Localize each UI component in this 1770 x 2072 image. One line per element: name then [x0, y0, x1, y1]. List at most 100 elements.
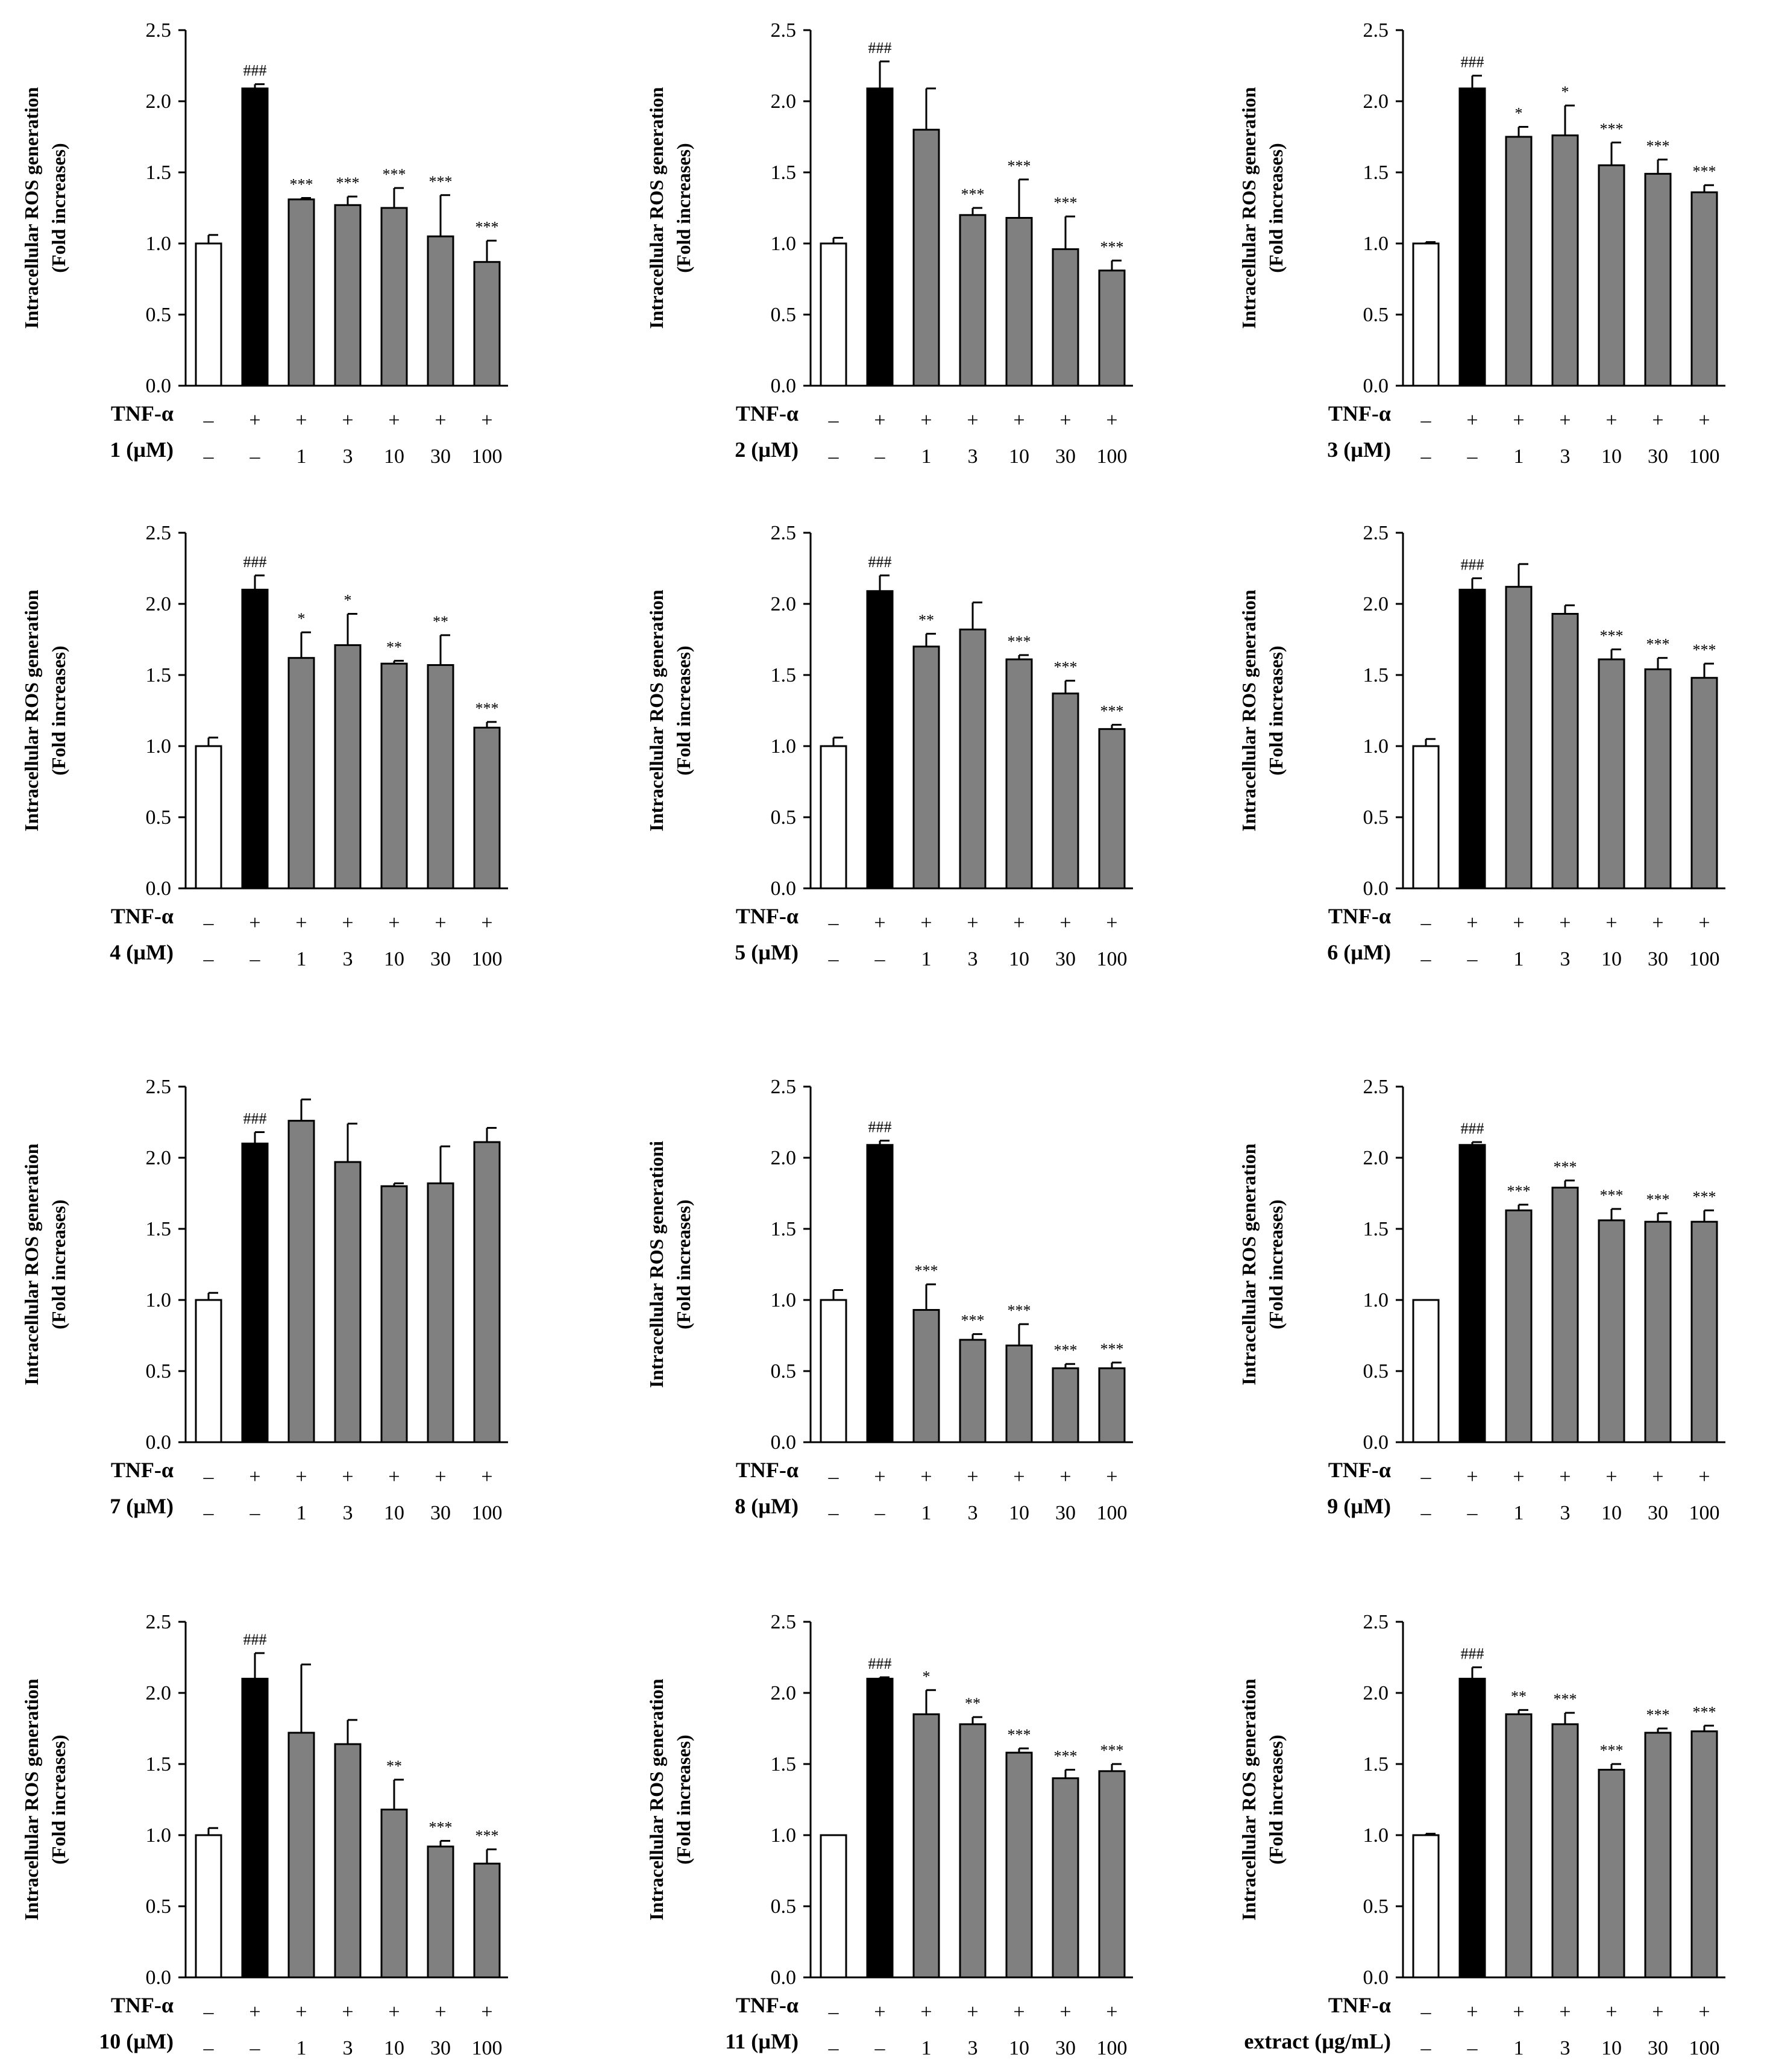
tnf-condition: +: [1106, 912, 1117, 934]
significance-label: ***: [1100, 238, 1124, 256]
y-tick-label: 1.0: [1363, 1289, 1389, 1311]
tnf-condition: +: [481, 912, 492, 934]
tnf-condition: +: [874, 409, 885, 432]
y-tick-label: 1.5: [771, 1753, 797, 1775]
y-tick-label: 1.0: [1363, 1824, 1389, 1847]
bar: [1690, 1730, 1718, 1979]
bar: [1690, 1220, 1718, 1443]
significance-label: ***: [1600, 120, 1624, 137]
y-tick-label: 2.0: [146, 90, 172, 113]
tnf-condition: +: [342, 912, 353, 934]
y-tick-label: 0.5: [1363, 1895, 1389, 1918]
significance-label: **: [433, 613, 448, 630]
bar: [1598, 658, 1625, 890]
y-tick-label: 1.5: [771, 162, 797, 184]
y-tick-label: 1.0: [1363, 735, 1389, 758]
y-tick-label: 0.5: [771, 1895, 797, 1918]
significance-label: ###: [868, 39, 892, 57]
dose-row-label: 8 (µM): [735, 1494, 799, 1518]
bar: [959, 214, 987, 387]
chart-panel-11: 0.0 0.5 1.0 1.5 2.0 2.5 Intracellular ROS gene…: [645, 1611, 1133, 2059]
dose-condition: 100: [1097, 2037, 1128, 2059]
y-tick-label: 2.0: [771, 1682, 797, 1704]
y-axis-label: Intracellular ROS generation: [645, 87, 667, 328]
y-tick-label: 2.0: [146, 1682, 172, 1704]
y-tick-label: 1.5: [146, 1218, 172, 1240]
bar: [380, 662, 408, 890]
chart-panel-1: 0.0 0.5 1.0 1.5 2.0 2.5 Intracellular ROS gene…: [20, 19, 508, 468]
significance-label: ***: [961, 1312, 985, 1330]
dose-condition: 10: [1009, 948, 1029, 970]
significance-label: ***: [429, 1818, 453, 1836]
bar: [820, 1299, 847, 1443]
tnf-condition: +: [920, 2001, 932, 2023]
bar: [195, 1834, 222, 1979]
dose-condition: 3: [968, 948, 978, 970]
tnf-condition: +: [967, 2001, 978, 2023]
y-tick-label: 0.0: [146, 877, 172, 900]
tnf-condition: –: [828, 1466, 839, 1488]
bar: [866, 1677, 894, 1979]
tnf-condition: +: [874, 2001, 885, 2023]
dose-condition: 100: [472, 2037, 503, 2059]
y-tick-label: 0.5: [1363, 1360, 1389, 1383]
dose-condition: –: [249, 2037, 261, 2059]
y-tick-label: 2.5: [1363, 1076, 1389, 1098]
significance-label: ***: [475, 700, 499, 717]
dose-row-label: 2 (µM): [735, 438, 799, 462]
dose-condition: 3: [343, 445, 353, 468]
y-tick-label: 0.0: [1363, 375, 1389, 397]
y-tick-label: 1.0: [771, 233, 797, 255]
tnf-condition: +: [249, 1466, 260, 1488]
dose-row-label: 4 (µM): [110, 940, 174, 964]
y-tick-label: 0.0: [771, 877, 797, 900]
y-tick-label: 1.5: [146, 162, 172, 184]
significance-label: ###: [1461, 1645, 1484, 1663]
bar: [1644, 1220, 1672, 1443]
y-tick-label: 1.0: [771, 735, 797, 758]
y-tick-label: 1.5: [146, 664, 172, 686]
bar: [1644, 668, 1672, 890]
dose-condition: –: [828, 2037, 839, 2059]
bar: [473, 726, 501, 890]
y-axis-sublabel: (Fold increases): [673, 1199, 694, 1329]
dose-condition: 10: [384, 1502, 404, 1524]
bar: [334, 644, 362, 890]
tnf-condition: +: [481, 409, 492, 432]
bar: [241, 1142, 269, 1443]
dose-row-label: 3 (µM): [1327, 438, 1391, 462]
significance-label: ***: [1054, 194, 1078, 212]
dose-condition: 30: [1648, 1502, 1668, 1524]
dose-condition: 3: [1560, 948, 1571, 970]
tnf-condition: +: [435, 1466, 446, 1488]
significance-label: ###: [243, 62, 267, 80]
tnf-condition: +: [249, 409, 260, 432]
dose-condition: 30: [1055, 445, 1076, 468]
y-axis-sublabel: (Fold increases): [1265, 143, 1287, 272]
significance-label: ***: [1646, 636, 1670, 653]
y-tick-label: 0.0: [1363, 877, 1389, 900]
significance-label: ###: [243, 1631, 267, 1648]
bar: [473, 1862, 501, 1979]
significance-label: ***: [1554, 1158, 1577, 1176]
tnf-condition: +: [435, 409, 446, 432]
bar: [241, 1677, 269, 1979]
y-axis-label: Intracellular ROS generation: [645, 1678, 667, 1920]
dose-condition: 100: [1689, 445, 1720, 468]
dose-condition: 10: [1601, 2037, 1622, 2059]
bar: [959, 1723, 987, 1979]
dose-condition: 3: [1560, 1502, 1571, 1524]
y-axis-sublabel: (Fold increases): [673, 1735, 694, 1864]
significance-label: *: [923, 1668, 931, 1685]
bar: [1005, 1751, 1033, 1979]
y-tick-label: 0.0: [771, 1967, 797, 1989]
tnf-condition: +: [1698, 1466, 1710, 1488]
tnf-condition: +: [1013, 1466, 1025, 1488]
dose-condition: –: [203, 948, 215, 970]
tnf-row-label: TNF-α: [111, 401, 174, 425]
tnf-condition: +: [481, 1466, 492, 1488]
bar: [1505, 1713, 1533, 1979]
y-axis-label: Intracellular ROS generation: [1238, 87, 1260, 328]
tnf-condition: +: [388, 912, 400, 934]
